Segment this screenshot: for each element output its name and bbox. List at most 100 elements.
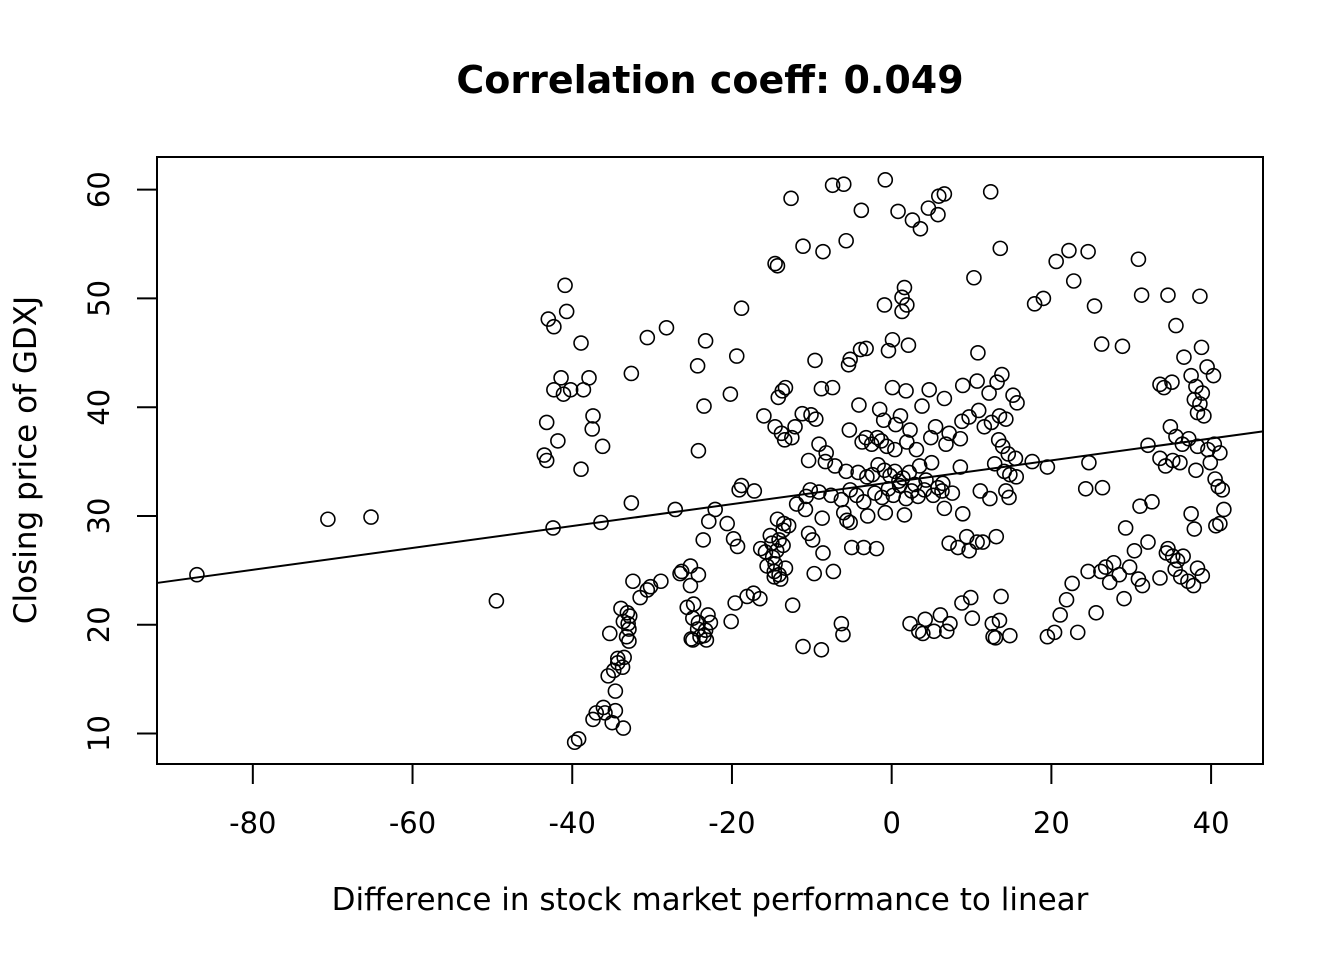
data-point <box>855 539 872 556</box>
data-point <box>723 613 739 630</box>
data-point <box>841 422 858 438</box>
data-point <box>784 597 801 613</box>
data-point <box>682 558 699 574</box>
data-point <box>898 383 914 399</box>
data-point <box>838 232 854 249</box>
data-point <box>840 356 857 373</box>
data-point <box>815 545 831 561</box>
data-point <box>987 630 1004 646</box>
data-point <box>896 279 913 296</box>
data-point <box>859 508 876 524</box>
data-point <box>938 436 954 452</box>
data-point <box>775 522 791 538</box>
data-point <box>696 398 712 414</box>
data-point <box>920 200 937 216</box>
plot-frame <box>156 156 1264 765</box>
data-point <box>944 485 961 501</box>
data-point <box>642 578 659 595</box>
data-point <box>690 566 707 583</box>
data-point <box>363 509 379 525</box>
data-point <box>546 381 562 398</box>
data-point <box>884 331 901 348</box>
x-tick-label: -80 <box>229 806 276 840</box>
data-point <box>817 453 834 470</box>
data-point <box>1216 501 1232 518</box>
data-point <box>1194 568 1211 584</box>
data-point <box>880 342 897 359</box>
data-point <box>605 662 622 679</box>
data-point <box>1114 338 1131 355</box>
data-point <box>908 441 925 458</box>
data-point <box>917 611 934 628</box>
data-point <box>719 515 735 532</box>
data-point <box>672 565 688 582</box>
data-point <box>546 318 562 335</box>
data-point <box>970 345 986 361</box>
x-tick-label: 0 <box>882 806 900 840</box>
data-point <box>900 337 917 353</box>
data-point <box>1193 339 1210 356</box>
data-point <box>916 482 933 498</box>
data-point <box>584 421 601 437</box>
data-point <box>876 462 893 479</box>
data-point <box>1086 298 1103 314</box>
data-point <box>189 566 205 583</box>
data-point <box>954 506 971 522</box>
data-point <box>1101 574 1118 591</box>
data-point <box>1065 273 1082 289</box>
data-point <box>488 593 505 609</box>
data-point <box>941 535 957 551</box>
data-point <box>1205 367 1222 384</box>
data-point <box>1134 577 1151 594</box>
data-point <box>918 472 934 488</box>
data-point <box>854 434 870 450</box>
data-point <box>876 297 893 313</box>
data-point <box>1002 466 1018 483</box>
data-point <box>1152 570 1168 586</box>
data-point <box>983 414 1000 431</box>
data-point <box>852 341 869 358</box>
data-point <box>558 303 575 320</box>
data-point <box>879 438 895 455</box>
data-point <box>1048 253 1064 270</box>
data-point <box>894 303 910 320</box>
data-point <box>988 528 1005 545</box>
data-point <box>923 429 939 446</box>
data-point <box>667 501 684 518</box>
data-point <box>776 432 793 448</box>
data-point <box>1210 478 1227 495</box>
data-point <box>1077 480 1094 497</box>
data-point <box>788 496 805 512</box>
data-point <box>942 615 958 632</box>
data-point <box>1088 604 1104 621</box>
data-point <box>814 510 830 526</box>
data-point <box>982 490 998 507</box>
data-point <box>1168 317 1184 334</box>
data-point <box>902 422 918 438</box>
data-point <box>1152 376 1168 393</box>
data-point <box>970 402 987 419</box>
y-tick-label: 60 <box>82 171 116 208</box>
data-point <box>936 186 953 202</box>
data-point <box>824 177 841 194</box>
data-point <box>632 589 648 606</box>
data-point <box>607 683 624 699</box>
data-point <box>839 512 855 529</box>
data-point <box>912 220 929 237</box>
data-point <box>575 381 592 398</box>
data-point <box>1052 607 1068 623</box>
data-point <box>989 374 1005 390</box>
data-point <box>1126 542 1143 559</box>
data-point <box>1002 627 1018 644</box>
data-point <box>974 534 991 550</box>
data-point <box>813 641 830 658</box>
y-tick-label: 30 <box>82 498 116 535</box>
data-point <box>923 454 940 471</box>
data-point <box>835 626 851 643</box>
data-point <box>320 511 336 528</box>
data-point <box>1196 408 1212 424</box>
data-point <box>727 595 743 611</box>
data-point <box>927 418 944 435</box>
data-point <box>994 366 1010 383</box>
